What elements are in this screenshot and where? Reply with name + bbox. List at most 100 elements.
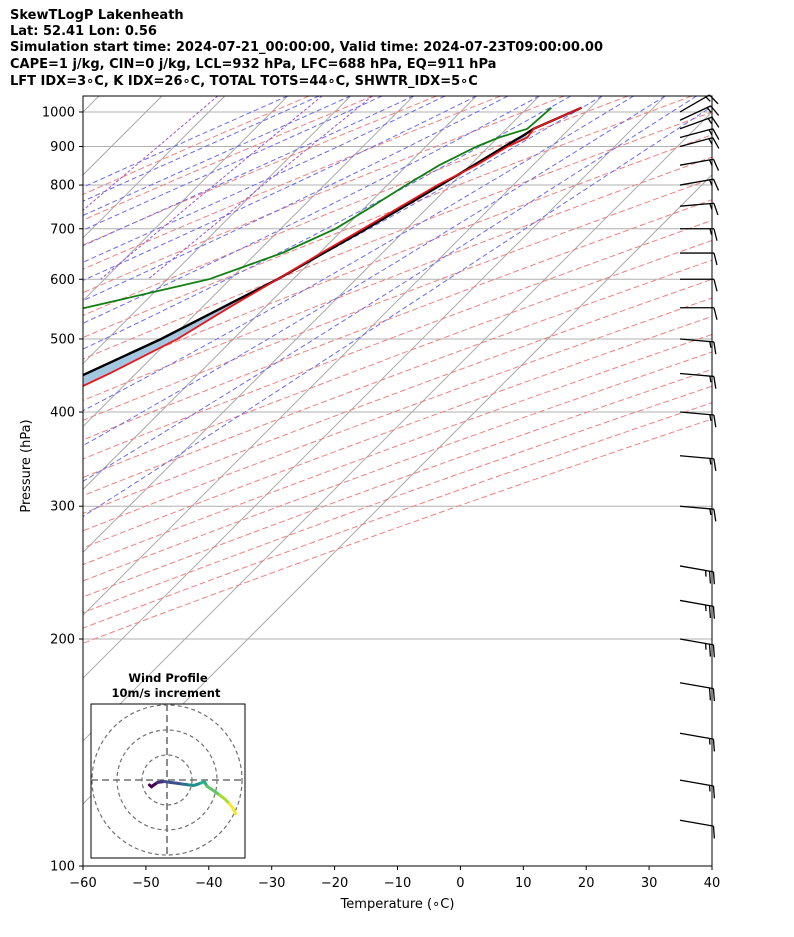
dry-adiabat-line	[83, 239, 712, 479]
moist-adiabat-line	[83, 96, 634, 412]
wind-barb-staff	[679, 682, 714, 690]
isotherm-line	[83, 96, 414, 428]
x-tick-label: −40	[195, 876, 222, 891]
wind-barb-staff	[679, 105, 712, 121]
y-tick-label: 200	[50, 633, 75, 648]
hodograph-subtitle: 10m/s increment	[112, 686, 221, 700]
cape-line: CAPE=1 j/kg, CIN=0 j/kg, LCL=932 hPa, LF…	[10, 57, 497, 72]
dry-adiabat-line	[83, 156, 712, 402]
time-line: Simulation start time: 2024-07-21_00:00:…	[10, 40, 603, 55]
wind-barb	[679, 505, 717, 522]
wind-barb-flag	[712, 785, 716, 799]
wind-barb-staff	[679, 137, 714, 148]
x-tick-label: 40	[704, 876, 721, 891]
wind-barb	[679, 116, 720, 130]
dry-adiabat-line	[83, 96, 374, 221]
wind-barb	[679, 682, 716, 702]
wind-barb-half-flag	[709, 458, 712, 465]
wind-barb-flag	[708, 687, 712, 701]
moist-adiabat-line	[83, 96, 540, 324]
wind-barb-staff	[679, 178, 714, 186]
wind-barb	[679, 411, 717, 428]
wind-barb-flag	[713, 341, 717, 355]
wind-barb	[679, 819, 716, 839]
wind-barb	[679, 137, 720, 149]
wind-barb	[679, 638, 716, 658]
x-tick-label: −20	[321, 876, 348, 891]
x-tick-label: −10	[384, 876, 411, 891]
dry-adiabat-line	[83, 96, 692, 339]
wind-barb-half-flag	[709, 341, 712, 348]
hodograph-segment	[231, 807, 238, 816]
wind-barb-flag	[713, 509, 717, 522]
wind-barb-staff	[679, 565, 714, 573]
wind-barb-half-flag	[709, 228, 713, 235]
wind-barb-flag	[713, 203, 719, 216]
moist-adiabat-line	[83, 96, 288, 188]
wind-barb-staff	[679, 372, 714, 378]
wind-barb-staff	[679, 455, 714, 460]
y-axis-label: Pressure (hPa)	[19, 419, 34, 512]
wind-barb-half-flag	[708, 129, 713, 136]
wind-barb	[679, 158, 720, 171]
wind-barb-staff	[679, 732, 714, 740]
wind-barb	[679, 128, 720, 140]
wind-barb-staff	[679, 116, 713, 130]
wind-barb-staff	[679, 128, 714, 139]
wind-barb-half-flag	[709, 414, 712, 421]
wind-barb-flag	[712, 644, 716, 658]
mixing-ratio-line	[83, 96, 219, 211]
y-tick-label: 300	[50, 500, 75, 515]
wind-barb-staff	[679, 158, 714, 166]
dewpoint-profile-line	[83, 107, 552, 310]
wind-barb-flag	[713, 458, 717, 472]
dry-adiabat-line	[83, 278, 712, 514]
wind-barb-staff	[679, 505, 714, 510]
wind-barb	[679, 565, 716, 585]
moist-adiabat-line	[83, 96, 320, 202]
hodograph-plot	[91, 704, 245, 858]
moist-adiabat-line	[83, 96, 697, 482]
wind-barb	[680, 252, 718, 266]
wind-barb-flag	[713, 228, 718, 241]
x-tick-label: 10	[515, 876, 532, 891]
y-tick-label: 600	[50, 273, 75, 288]
wind-barb-flag	[713, 376, 717, 389]
moist-adiabat-line	[83, 96, 571, 350]
wind-barb-flag	[708, 605, 712, 619]
wind-barb-flag	[708, 644, 712, 657]
x-tick-label: −30	[258, 876, 285, 891]
wind-barb-flag	[713, 279, 718, 292]
isotherm-line	[83, 96, 540, 553]
wind-barb	[680, 307, 718, 320]
wind-barb	[679, 732, 716, 752]
wind-barb	[679, 779, 716, 799]
dry-adiabat-line	[83, 259, 712, 497]
dry-adiabat-line	[83, 111, 712, 360]
moist-adiabat-line	[83, 96, 477, 282]
location-line: Lat: 52.41 Lon: 0.56	[10, 24, 157, 39]
wind-barb-half-flag	[708, 138, 713, 145]
wind-barb-staff	[679, 819, 714, 827]
wind-barb-half-flag	[707, 118, 713, 125]
wind-barb-flag	[712, 159, 720, 171]
wind-barb-flag	[713, 307, 718, 320]
wind-barb-flag	[712, 688, 716, 702]
dry-adiabat-line	[83, 96, 629, 316]
wind-barb-half-flag	[709, 508, 712, 516]
isotherm-line	[83, 96, 666, 679]
isotherm-line	[83, 96, 477, 491]
wind-barb	[679, 372, 717, 389]
y-tick-label: 1000	[42, 105, 75, 120]
wind-barb	[680, 278, 718, 292]
moist-adiabat-line	[83, 105, 712, 518]
isotherm-line	[83, 96, 603, 616]
moist-adiabat-line	[83, 96, 509, 302]
dry-adiabat-line	[83, 96, 501, 270]
moist-adiabat-line	[83, 96, 666, 447]
dry-adiabat-line	[83, 199, 712, 441]
y-tick-label: 500	[50, 332, 75, 347]
wind-barb	[679, 338, 717, 355]
x-tick-label: 0	[456, 876, 464, 891]
